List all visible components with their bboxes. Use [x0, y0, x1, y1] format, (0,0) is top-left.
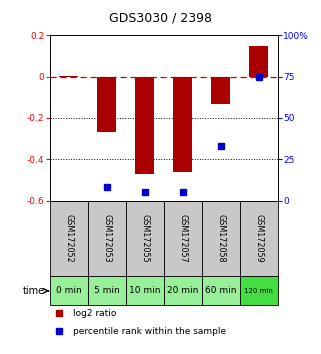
Text: 0 min: 0 min [56, 286, 82, 295]
Text: percentile rank within the sample: percentile rank within the sample [73, 327, 226, 336]
Bar [50, 200, 88, 276]
Bar [211, 77, 230, 103]
Bar [240, 200, 278, 276]
Bar [173, 77, 192, 172]
Text: 5 min: 5 min [94, 286, 120, 295]
Bar [164, 200, 202, 276]
Bar [249, 46, 268, 77]
Text: 20 min: 20 min [167, 286, 198, 295]
Text: GSM172055: GSM172055 [140, 214, 149, 263]
Bar [88, 276, 126, 306]
Text: log2 ratio: log2 ratio [73, 308, 116, 318]
Bar [88, 200, 126, 276]
Bar [126, 200, 164, 276]
Text: 120 min: 120 min [244, 288, 273, 294]
Text: GSM172053: GSM172053 [102, 214, 111, 263]
Text: GSM172059: GSM172059 [254, 214, 263, 263]
Text: time: time [23, 286, 45, 296]
Bar [97, 77, 116, 132]
Bar [126, 276, 164, 306]
Text: 60 min: 60 min [205, 286, 237, 295]
Bar [240, 276, 278, 306]
Bar [164, 276, 202, 306]
Bar [50, 276, 88, 306]
Bar [135, 77, 154, 174]
Text: GSM172058: GSM172058 [216, 214, 225, 263]
Bar [202, 276, 240, 306]
Bar [202, 200, 240, 276]
Text: GSM172057: GSM172057 [178, 214, 187, 263]
Text: 10 min: 10 min [129, 286, 160, 295]
Bar [59, 76, 78, 77]
Text: GSM172052: GSM172052 [64, 214, 73, 263]
Text: GDS3030 / 2398: GDS3030 / 2398 [109, 12, 212, 25]
